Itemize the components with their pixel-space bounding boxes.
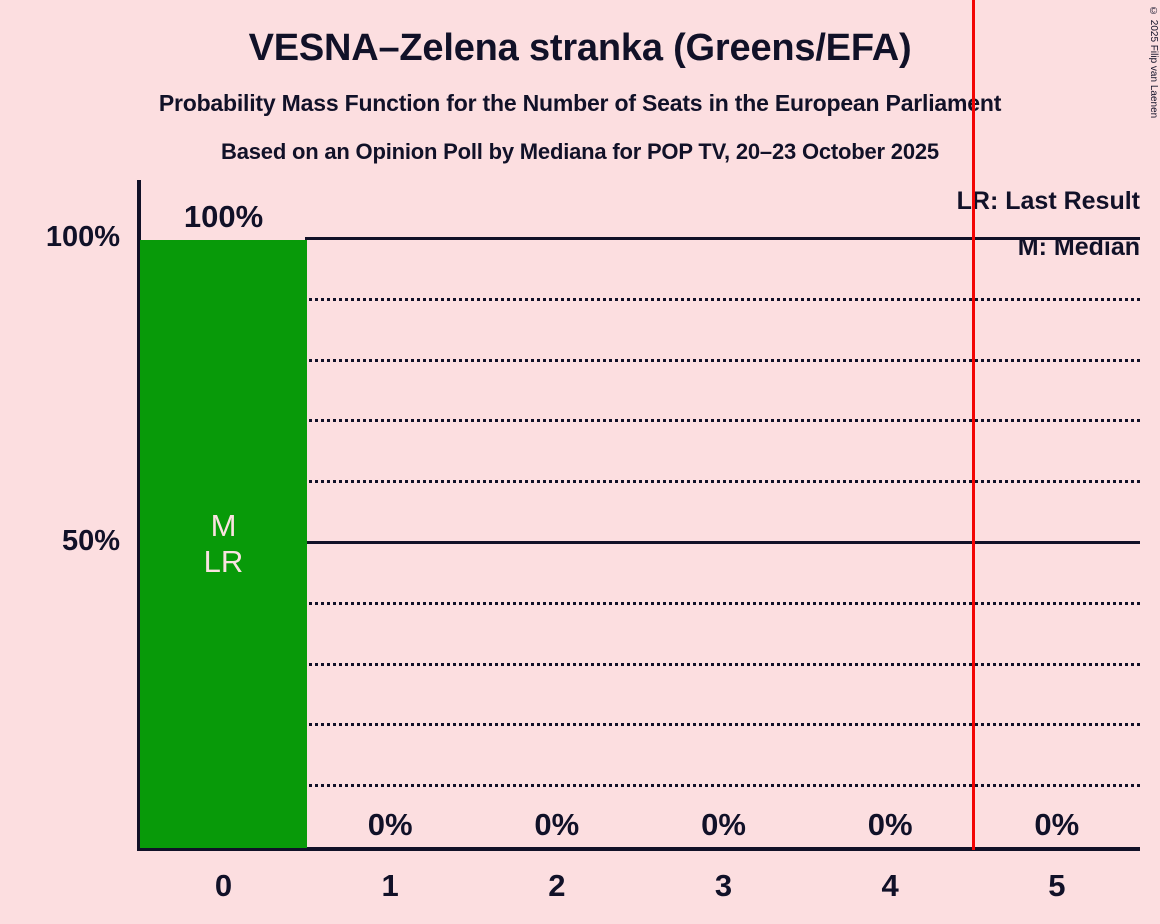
gridline-solid-100 — [305, 237, 1140, 240]
page-title: VESNA–Zelena stranka (Greens/EFA) — [248, 27, 912, 69]
gridline-dotted-80 — [140, 358, 1140, 362]
bar-value-label: 0% — [867, 807, 913, 842]
y-tick-100%: 100% — [45, 221, 120, 253]
x-tick-2: 2 — [548, 868, 566, 903]
y-tick-50%: 50% — [61, 525, 120, 557]
x-tick-1: 1 — [381, 868, 399, 903]
bar[interactable] — [140, 240, 307, 848]
bar-slot: 0% — [473, 180, 640, 848]
bar-slot: 0% — [307, 180, 474, 848]
copyright-notice: © 2025 Filip van Laenen — [1148, 6, 1159, 119]
y-axis-tick-labels: 50% 100% — [0, 180, 130, 848]
bar-value-label: 0% — [1034, 807, 1080, 842]
gridline-dotted-60 — [140, 480, 1140, 484]
last-result-marker-line — [972, 0, 976, 850]
gridline-dotted-30 — [140, 662, 1140, 666]
chart-subtitle: Probability Mass Function for the Number… — [158, 90, 1002, 116]
x-tick-5: 5 — [1048, 868, 1066, 903]
bar-value-label: 0% — [367, 807, 413, 842]
bar-slot: M LR 100% — [140, 180, 307, 848]
x-tick-3: 3 — [714, 868, 733, 903]
bar-slot: 0% — [807, 180, 974, 848]
gridline-dotted-70 — [140, 419, 1140, 423]
x-axis-line — [137, 847, 1140, 851]
x-tick-4: 4 — [881, 868, 899, 903]
y-axis-line — [137, 180, 141, 850]
gridline-dotted-90 — [140, 297, 1140, 301]
plot-area: M LR 100% 0% 0% 0% 0% 0% — [137, 0, 1140, 851]
x-axis-tick-labels: 0 1 2 3 4 5 — [140, 866, 1140, 914]
bar-value-label: 0% — [701, 807, 746, 842]
bar-series: M LR 100% 0% 0% 0% 0% 0% — [140, 180, 1140, 848]
gridline-solid-50 — [140, 541, 1140, 544]
bar-slot: 0% — [973, 180, 1140, 848]
gridline-dotted-20 — [140, 723, 1140, 727]
gridline-dotted-40 — [140, 601, 1140, 605]
bar-slot: 0% — [640, 180, 807, 848]
chart-source-line: Based on an Opinion Poll by Mediana for … — [221, 139, 939, 164]
bar-value-label: 100% — [183, 199, 264, 234]
x-tick-0: 0 — [214, 868, 233, 903]
bar-value-label: 0% — [534, 807, 580, 842]
gridline-dotted-10 — [140, 784, 1140, 788]
legend-last-result: LR: Last Result — [956, 187, 1140, 215]
